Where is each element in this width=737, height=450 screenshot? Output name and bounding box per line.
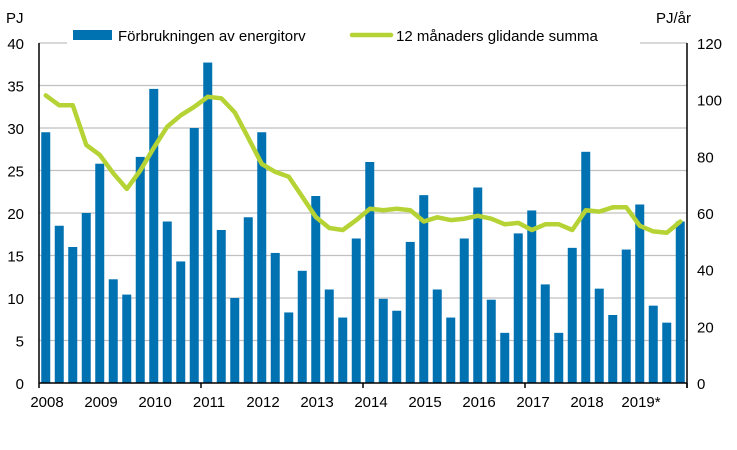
legend-bar-label: Förbrukningen av energitorv — [118, 28, 306, 45]
bar — [473, 187, 483, 383]
year-label: 2014 — [354, 394, 387, 411]
bar — [68, 247, 78, 383]
bar — [230, 298, 240, 383]
left-tick-label: 0 — [16, 376, 24, 393]
bar — [108, 279, 118, 383]
year-label: 2015 — [408, 394, 441, 411]
left-tick-label: 35 — [7, 79, 24, 96]
bar — [675, 221, 685, 383]
bar — [243, 217, 253, 383]
bar — [500, 332, 510, 383]
axes — [38, 43, 688, 388]
bar — [338, 317, 348, 383]
right-tick-label: 20 — [697, 319, 714, 336]
left-tick-label: 10 — [7, 291, 24, 308]
year-label: 2010 — [138, 394, 171, 411]
year-label: 2008 — [30, 394, 63, 411]
line-series-moving-sum — [43, 93, 683, 236]
year-label: 2016 — [462, 394, 495, 411]
bar — [432, 289, 442, 383]
bar — [324, 289, 334, 383]
bar — [284, 312, 294, 383]
bar — [81, 213, 91, 383]
bar — [365, 162, 375, 383]
bar — [203, 62, 213, 384]
bar — [621, 249, 631, 383]
legend: Förbrukningen av energitorv 12 månaders … — [73, 28, 598, 45]
bar — [54, 225, 64, 383]
legend-line-label: 12 månaders glidande summa — [396, 28, 598, 45]
bar — [608, 315, 618, 383]
right-tick-label: 0 — [697, 376, 705, 393]
left-tick-label: 15 — [7, 249, 24, 266]
bar — [162, 221, 172, 383]
bar — [567, 247, 577, 383]
bar — [635, 204, 645, 383]
bar — [392, 310, 402, 383]
bar — [662, 322, 672, 383]
bar — [581, 151, 591, 383]
bar — [648, 305, 658, 383]
year-label: 2019* — [621, 394, 660, 411]
bar — [149, 88, 159, 384]
year-label: 2013 — [300, 394, 333, 411]
bar — [405, 241, 415, 383]
bar — [122, 294, 132, 383]
right-axis-label: PJ/år — [656, 10, 691, 27]
year-label: 2011 — [193, 394, 225, 411]
right-tick-label: 40 — [697, 263, 714, 280]
left-tick-label: 20 — [7, 206, 24, 223]
left-tick-label: 25 — [7, 164, 24, 181]
bar — [41, 132, 51, 383]
year-label: 2012 — [246, 394, 279, 411]
bar — [270, 252, 280, 383]
year-label: 2017 — [516, 394, 549, 411]
gridlines — [39, 42, 687, 342]
bar — [135, 156, 145, 383]
left-tick-label: 30 — [7, 121, 24, 138]
left-tick-label: 5 — [16, 334, 24, 351]
bar — [189, 128, 199, 383]
bar — [311, 196, 321, 383]
bar-series — [41, 62, 685, 384]
right-tick-label: 80 — [697, 149, 714, 166]
tick-labels: 0 5 10 15 20 25 30 35 40 0 20 40 60 80 100 120 2008 2009 2… — [7, 36, 722, 411]
year-label: 2009 — [84, 394, 117, 411]
bar — [446, 317, 456, 383]
bar — [216, 230, 226, 383]
bar — [297, 270, 307, 383]
bar — [540, 284, 550, 383]
bar — [459, 238, 469, 383]
bar — [95, 163, 105, 383]
bar — [378, 298, 388, 383]
bar — [257, 132, 267, 383]
bar — [513, 233, 523, 383]
bar — [351, 238, 361, 383]
left-axis-label: PJ — [6, 10, 24, 27]
right-tick-label: 60 — [697, 206, 714, 223]
bar — [594, 288, 604, 383]
bar — [554, 332, 564, 383]
legend-bar-swatch — [73, 30, 112, 40]
bar — [176, 261, 186, 383]
left-tick-label: 40 — [7, 36, 24, 53]
bar — [527, 210, 537, 383]
bar — [419, 195, 429, 383]
right-tick-label: 120 — [697, 36, 722, 53]
year-label: 2018 — [570, 394, 603, 411]
right-tick-label: 100 — [697, 93, 722, 110]
bar — [486, 299, 496, 383]
